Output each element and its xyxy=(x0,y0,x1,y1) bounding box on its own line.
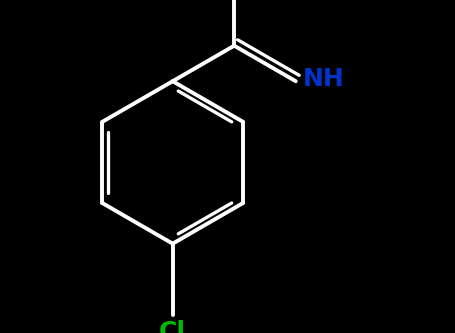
Text: NH: NH xyxy=(303,67,345,91)
Text: Cl: Cl xyxy=(159,320,186,333)
